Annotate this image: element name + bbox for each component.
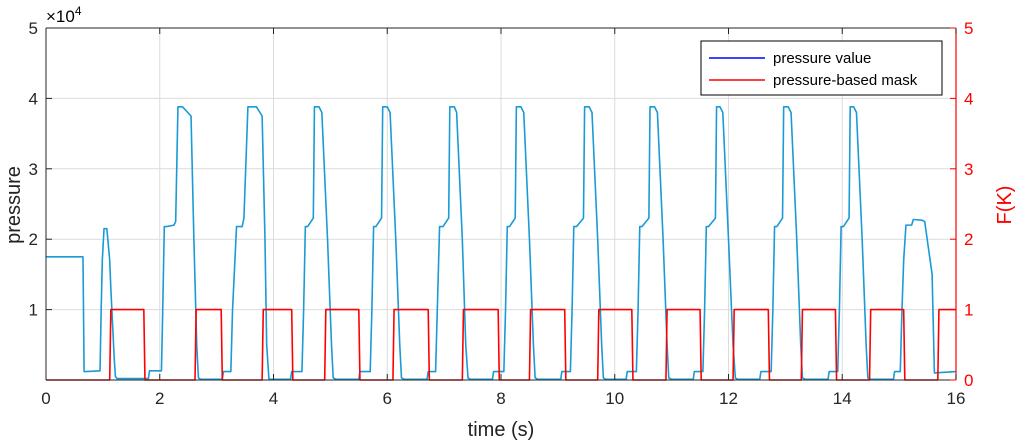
x-tick-label: 6 xyxy=(383,389,392,408)
legend-label-mask: pressure-based mask xyxy=(773,72,918,89)
x-tick-label: 4 xyxy=(269,389,278,408)
x-axis-label: time (s) xyxy=(468,419,535,441)
x-tick-label: 2 xyxy=(155,389,164,408)
exponent-power: 4 xyxy=(75,4,82,18)
y-tick-label-left: 1 xyxy=(29,301,38,320)
x-tick-label: 10 xyxy=(605,389,624,408)
y-tick-label-left: 2 xyxy=(29,230,38,249)
series-line-pressure xyxy=(46,106,957,381)
x-tick-label: 12 xyxy=(719,389,738,408)
y-axis-label-right: F(K) xyxy=(994,186,1016,225)
legend-box xyxy=(700,40,943,96)
y-tick-label-left: 3 xyxy=(29,160,38,179)
y-tick-label-right: 2 xyxy=(964,230,973,249)
y-axis-label-left: pressure xyxy=(3,166,25,244)
y-tick-label-right: 5 xyxy=(964,19,973,38)
exponent-base: ×10 xyxy=(46,7,75,26)
y-tick-label-left: 4 xyxy=(29,89,38,108)
y-tick-label-left: 5 xyxy=(29,19,38,38)
y-tick-label-right: 0 xyxy=(964,371,973,390)
legend-label-pressure: pressure value xyxy=(773,50,871,67)
x-tick-label: 14 xyxy=(833,389,852,408)
exponent-label: ×104 xyxy=(46,4,82,26)
x-tick-label: 16 xyxy=(947,389,966,408)
legend: pressure value pressure-based mask xyxy=(700,40,943,96)
x-tick-label: 8 xyxy=(496,389,505,408)
x-tick-label: 0 xyxy=(41,389,50,408)
y-tick-label-right: 3 xyxy=(964,160,973,179)
y-tick-label-right: 4 xyxy=(964,89,973,108)
y-tick-label-right: 1 xyxy=(964,301,973,320)
